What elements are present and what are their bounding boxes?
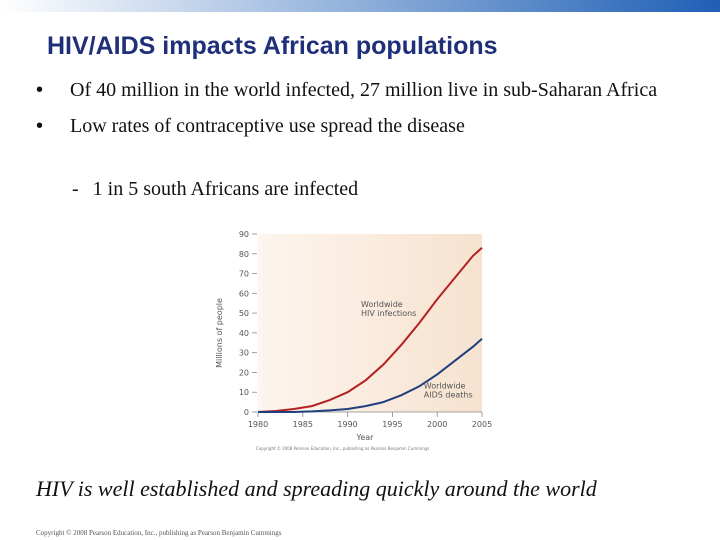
copyright-notice: Copyright © 2008 Pearson Education, Inc.… <box>36 529 282 537</box>
series-label-1: HIV infections <box>361 309 416 318</box>
y-axis-label: Millions of people <box>215 298 224 368</box>
y-tick-label: 60 <box>239 289 249 298</box>
bullet-item: • Low rates of contraceptive use spread … <box>36 114 676 138</box>
bullet-text: Low rates of contraceptive use spread th… <box>70 115 465 137</box>
slide-title: HIV/AIDS impacts African populations <box>47 32 498 60</box>
x-tick-label: 1980 <box>248 420 268 429</box>
chart-credit: Copyright © 2008 Pearson Education, Inc.… <box>256 446 429 451</box>
y-tick-label: 70 <box>239 270 249 279</box>
y-tick-label: 10 <box>239 388 249 397</box>
x-tick-label: 2000 <box>427 420 447 429</box>
x-tick-label: 2005 <box>472 420 492 429</box>
series-label-2: Worldwide <box>424 381 466 390</box>
slide-caption: HIV is well established and spreading qu… <box>36 476 597 501</box>
x-tick-label: 1990 <box>337 420 357 429</box>
x-tick-label: 1985 <box>293 420 313 429</box>
y-tick-label: 40 <box>239 329 249 338</box>
series-label-1: Worldwide <box>361 300 403 309</box>
series-line-1 <box>257 247 483 413</box>
x-axis-label: Year <box>356 433 375 442</box>
y-tick-label: 50 <box>239 309 249 318</box>
y-tick-label: 80 <box>239 250 249 259</box>
y-tick-label: 0 <box>244 408 249 417</box>
plot-background <box>258 234 482 412</box>
dash-icon: - <box>72 178 79 200</box>
bullet-list: • Of 40 million in the world infected, 2… <box>36 78 676 150</box>
y-tick-label: 90 <box>239 230 249 239</box>
sub-bullet-text: 1 in 5 south Africans are infected <box>92 178 359 200</box>
x-tick-label: 1995 <box>382 420 402 429</box>
y-tick-label: 30 <box>239 349 249 358</box>
chart-svg: 0 10 20 30 40 50 60 70 80 90 1980 1985 1990 1995 2000 2… <box>215 230 492 451</box>
hiv-line-chart: 0 10 20 30 40 50 60 70 80 90 1980 1985 1990 1995 2000 2… <box>210 222 500 460</box>
y-tick-label: 20 <box>239 368 249 377</box>
top-decorative-bar <box>0 0 720 12</box>
series-label-2: AIDS deaths <box>424 390 473 399</box>
bullet-item: • Of 40 million in the world infected, 2… <box>36 78 676 102</box>
bullet-dot-icon: • <box>36 79 44 101</box>
bullet-dot-icon: • <box>36 115 44 137</box>
series-line-2 <box>258 338 483 413</box>
bullet-text: Of 40 million in the world infected, 27 … <box>70 79 658 101</box>
sub-bullet: -1 in 5 south Africans are infected <box>72 178 358 201</box>
